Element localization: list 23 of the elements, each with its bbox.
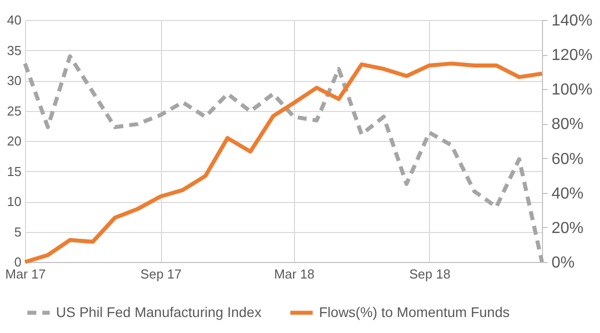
y-tick-label: 0	[14, 254, 22, 270]
y-tick-label: 15	[7, 164, 22, 179]
y2-tick-label: 0%	[552, 254, 575, 272]
y-tick-label: 25	[7, 103, 22, 118]
x-tick-label: Mar 17	[5, 266, 46, 282]
y-tick-label: 35	[7, 42, 22, 58]
y-tick-label: 10	[7, 194, 22, 209]
y-tick-label: 5	[14, 224, 22, 240]
legend-label: US Phil Fed Manufacturing Index	[56, 304, 262, 320]
y-tick-label: 30	[7, 73, 22, 88]
y2-tick-label: 40%	[552, 185, 584, 202]
legend-label: Flows(%) to Momentum Funds	[319, 304, 510, 320]
y-tick-label: 20	[7, 134, 22, 148]
x-tick-label: Mar 18	[274, 266, 315, 282]
x-tick-label: Sep 17	[140, 266, 182, 282]
y2-tick-label: 60%	[552, 150, 584, 168]
y2-tick-label: 20%	[552, 220, 584, 237]
y-tick-label: 40	[7, 12, 22, 28]
y2-tick-label: 100%	[552, 82, 592, 99]
x-tick-label: Sep 18	[409, 266, 450, 282]
y2-tick-label: 80%	[552, 116, 584, 134]
y2-tick-label: 140%	[552, 12, 592, 30]
y2-tick-label: 120%	[552, 47, 592, 64]
